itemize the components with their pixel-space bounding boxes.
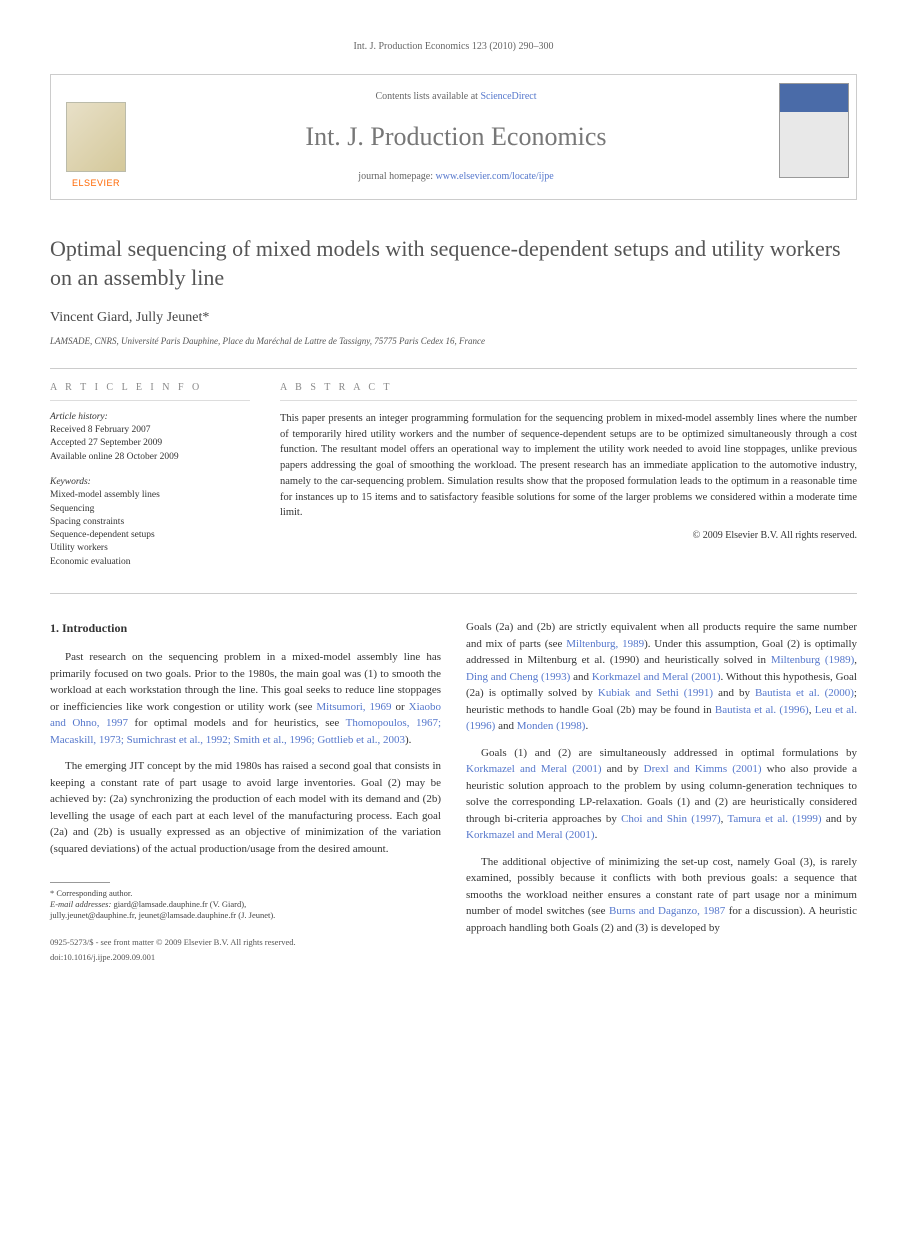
paragraph: The additional objective of minimizing t… [466,854,857,937]
citation-link[interactable]: Korkmazel and Meral (2001) [466,829,595,841]
sciencedirect-link[interactable]: ScienceDirect [480,91,536,102]
keyword: Sequence-dependent setups [50,529,250,542]
publisher-name: ELSEVIER [72,177,120,190]
homepage-link[interactable]: www.elsevier.com/locate/ijpe [436,171,554,182]
author-list: Vincent Giard, Jully Jeunet* [50,308,857,328]
keyword: Economic evaluation [50,556,250,569]
keyword: Mixed-model assembly lines [50,489,250,502]
email-text: giard@lamsade.dauphine.fr (V. Giard), [111,899,246,909]
body-columns: 1. Introduction Past research on the seq… [50,619,857,964]
email-label: E-mail addresses: [50,899,111,909]
masthead-center: Contents lists available at ScienceDirec… [141,75,771,199]
citation-link[interactable]: Bautista et al. (2000) [755,687,854,699]
keyword: Utility workers [50,542,250,555]
authors-text: Vincent Giard, Jully Jeunet [50,310,202,325]
citation-link[interactable]: Bautista et al. (1996) [715,704,809,716]
homepage-prefix: journal homepage: [358,171,435,182]
article-info-heading: A R T I C L E I N F O [50,381,250,401]
citation-link[interactable]: Korkmazel and Meral (2001) [592,671,721,683]
contents-prefix: Contents lists available at [375,91,480,102]
citation-link[interactable]: Drexl and Kimms (2001) [644,763,762,775]
abstract-text: This paper presents an integer programmi… [280,411,857,521]
keyword: Sequencing [50,503,250,516]
citation-link[interactable]: Miltenburg, 1989 [566,638,644,650]
article-history-block: Article history: Received 8 February 200… [50,411,250,464]
info-abstract-row: A R T I C L E I N F O Article history: R… [50,368,857,594]
received-date: Received 8 February 2007 [50,424,250,437]
right-column: Goals (2a) and (2b) are strictly equival… [466,619,857,964]
publisher-logo-cell: ELSEVIER [51,75,141,199]
homepage-line: journal homepage: www.elsevier.com/locat… [151,170,761,184]
paragraph: Past research on the sequencing problem … [50,649,441,748]
footnote-block: * Corresponding author. E-mail addresses… [50,888,441,921]
cover-cell [771,75,856,199]
citation-link[interactable]: Tamura et al. (1999) [727,813,821,825]
citation-link[interactable]: Monden (1998) [517,720,586,732]
citation-link[interactable]: Mitsumori, 1969 [316,701,391,713]
running-header: Int. J. Production Economics 123 (2010) … [50,40,857,54]
journal-cover-icon [779,83,849,178]
article-title: Optimal sequencing of mixed models with … [50,235,857,292]
affiliation: LAMSADE, CNRS, Université Paris Dauphine… [50,335,857,348]
corresponding-marker: * [202,310,209,325]
article-info-column: A R T I C L E I N F O Article history: R… [50,369,250,593]
contents-available: Contents lists available at ScienceDirec… [151,90,761,104]
paragraph: Goals (2a) and (2b) are strictly equival… [466,619,857,735]
keywords-block: Keywords: Mixed-model assembly lines Seq… [50,476,250,569]
keyword: Spacing constraints [50,516,250,529]
abstract-heading: A B S T R A C T [280,381,857,401]
corresponding-label: * Corresponding author. [50,888,441,899]
online-date: Available online 28 October 2009 [50,451,250,464]
citation-link[interactable]: Choi and Shin (1997) [621,813,721,825]
citation-link[interactable]: Ding and Cheng (1993) [466,671,570,683]
journal-masthead: ELSEVIER Contents lists available at Sci… [50,74,857,200]
citation-link[interactable]: Miltenburg (1989) [771,654,854,666]
elsevier-tree-icon [66,102,126,172]
history-label: Article history: [50,411,250,424]
accepted-date: Accepted 27 September 2009 [50,437,250,450]
issn-line: 0925-5273/$ - see front matter © 2009 El… [50,936,441,949]
left-column: 1. Introduction Past research on the seq… [50,619,441,964]
citation-link[interactable]: Korkmazel and Meral (2001) [466,763,602,775]
citation-link[interactable]: Kubiak and Sethi (1991) [598,687,713,699]
doi-line: doi:10.1016/j.ijpe.2009.09.001 [50,951,441,964]
footnote-separator [50,882,110,883]
paragraph: The emerging JIT concept by the mid 1980… [50,758,441,857]
abstract-column: A B S T R A C T This paper presents an i… [280,369,857,593]
journal-title: Int. J. Production Economics [151,119,761,155]
email-text: jully.jeunet@dauphine.fr, jeunet@lamsade… [50,910,441,921]
paragraph: Goals (1) and (2) are simultaneously add… [466,745,857,844]
email-line: E-mail addresses: giard@lamsade.dauphine… [50,899,441,910]
abstract-copyright: © 2009 Elsevier B.V. All rights reserved… [280,529,857,543]
section-1-heading: 1. Introduction [50,619,441,637]
keywords-label: Keywords: [50,476,250,489]
citation-link[interactable]: Burns and Daganzo, 1987 [609,905,725,917]
